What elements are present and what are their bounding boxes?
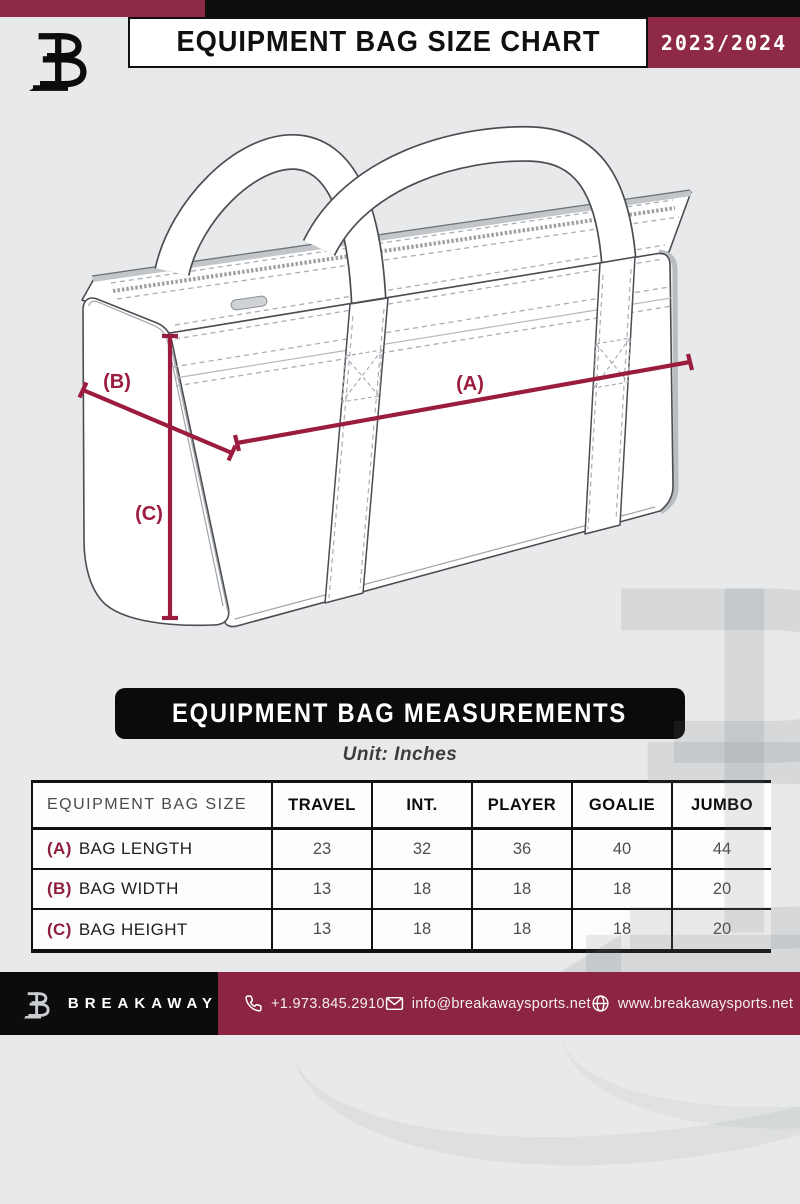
page-title: EQUIPMENT BAG SIZE CHART [176,26,600,58]
value-cell: 18 [371,870,471,908]
equipment-bag-diagram: (A) (B) (C) [77,125,695,628]
value-cell: 18 [471,870,571,908]
measurements-banner: EQUIPMENT BAG MEASUREMENTS [115,688,685,739]
col-jumbo: JUMBO [671,783,771,827]
value-cell: 18 [371,910,471,949]
zipper [112,206,676,293]
col-int: INT. [371,783,471,827]
unit-note: Unit: Inches [342,744,458,765]
footer-phone[interactable]: +1.973.845.2910 [244,994,385,1013]
value-cell: 18 [571,910,671,949]
row-label: BAG WIDTH [78,879,179,898]
bag-end-panel [82,297,230,627]
front-strap-left [324,297,389,604]
col-travel: TRAVEL [271,783,371,827]
table-header-row: EQUIPMENT BAG SIZE TRAVEL INT. PLAYER GO… [33,783,771,830]
zipper-pull [230,295,268,311]
dimension-line-b [82,388,233,455]
front-strap-right [584,256,636,535]
col-player: PLAYER [471,783,571,827]
strap-x-stitch [341,349,383,403]
row-key: (B) [47,879,72,898]
footer: BREAKAWAY +1.973.845.2910 info@breakaway… [0,972,800,1035]
lid-stitch-line [110,199,674,284]
dimension-label-a: (A) [456,373,484,395]
top-strip [0,0,800,17]
value-cell: 13 [271,870,371,908]
dimension-lines [77,333,695,621]
value-cell: 13 [271,910,371,949]
value-cell: 36 [471,830,571,868]
footer-brand-block: BREAKAWAY [0,972,218,1035]
measurements-banner-label: EQUIPMENT BAG MEASUREMENTS [172,698,628,728]
season-label: 2023/2024 [660,30,788,55]
globe-icon [592,995,609,1012]
bag-handle-right [302,125,637,266]
value-cell: 23 [271,830,371,868]
col-goalie: GOALIE [571,783,671,827]
footer-website[interactable]: www.breakawaysports.net [591,994,793,1013]
dimension-line-a [236,359,691,446]
season-badge: 2023/2024 [648,17,800,68]
breakaway-logo-footer [22,990,50,1020]
value-cell: 40 [571,830,671,868]
envelope-icon [385,996,403,1011]
table-row-bag-length: (A) BAG LENGTH 23 32 36 40 44 [33,830,771,870]
footer-phone-text: +1.973.845.2910 [271,995,385,1012]
footer-email[interactable]: info@breakawaysports.net [385,994,591,1013]
footer-email-text: info@breakawaysports.net [411,995,591,1012]
row-key: (C) [47,919,72,939]
dimension-label-c: (C) [135,503,163,525]
value-cell: 44 [671,830,771,868]
table-row-bag-width: (B) BAG WIDTH 13 18 18 18 20 [33,870,771,910]
value-cell: 32 [371,830,471,868]
value-cell: 18 [571,870,671,908]
row-label: BAG LENGTH [78,839,193,858]
bag-handle-left [154,134,387,309]
page-title-box: EQUIPMENT BAG SIZE CHART [128,17,648,68]
front-seam-stitch [172,286,670,368]
row-key: (A) [47,839,72,858]
breakaway-logo [26,20,96,98]
value-cell: 18 [471,910,571,949]
footer-website-text: www.breakawaysports.net [617,995,794,1012]
footer-brand-name: BREAKAWAY [67,995,218,1012]
footer-contacts: +1.973.845.2910 info@breakawaysports.net… [218,972,800,1035]
value-cell: 20 [671,910,771,949]
top-strip-maroon [0,0,205,17]
table-row-bag-height: (C) BAG HEIGHT 13 18 18 18 20 [33,910,771,949]
dimension-label-b: (B) [103,371,131,393]
size-table: EQUIPMENT BAG SIZE TRAVEL INT. PLAYER GO… [31,780,771,953]
size-header-cell: EQUIPMENT BAG SIZE [47,796,248,813]
value-cell: 20 [671,870,771,908]
row-label: BAG HEIGHT [78,919,188,939]
phone-icon [245,995,262,1012]
